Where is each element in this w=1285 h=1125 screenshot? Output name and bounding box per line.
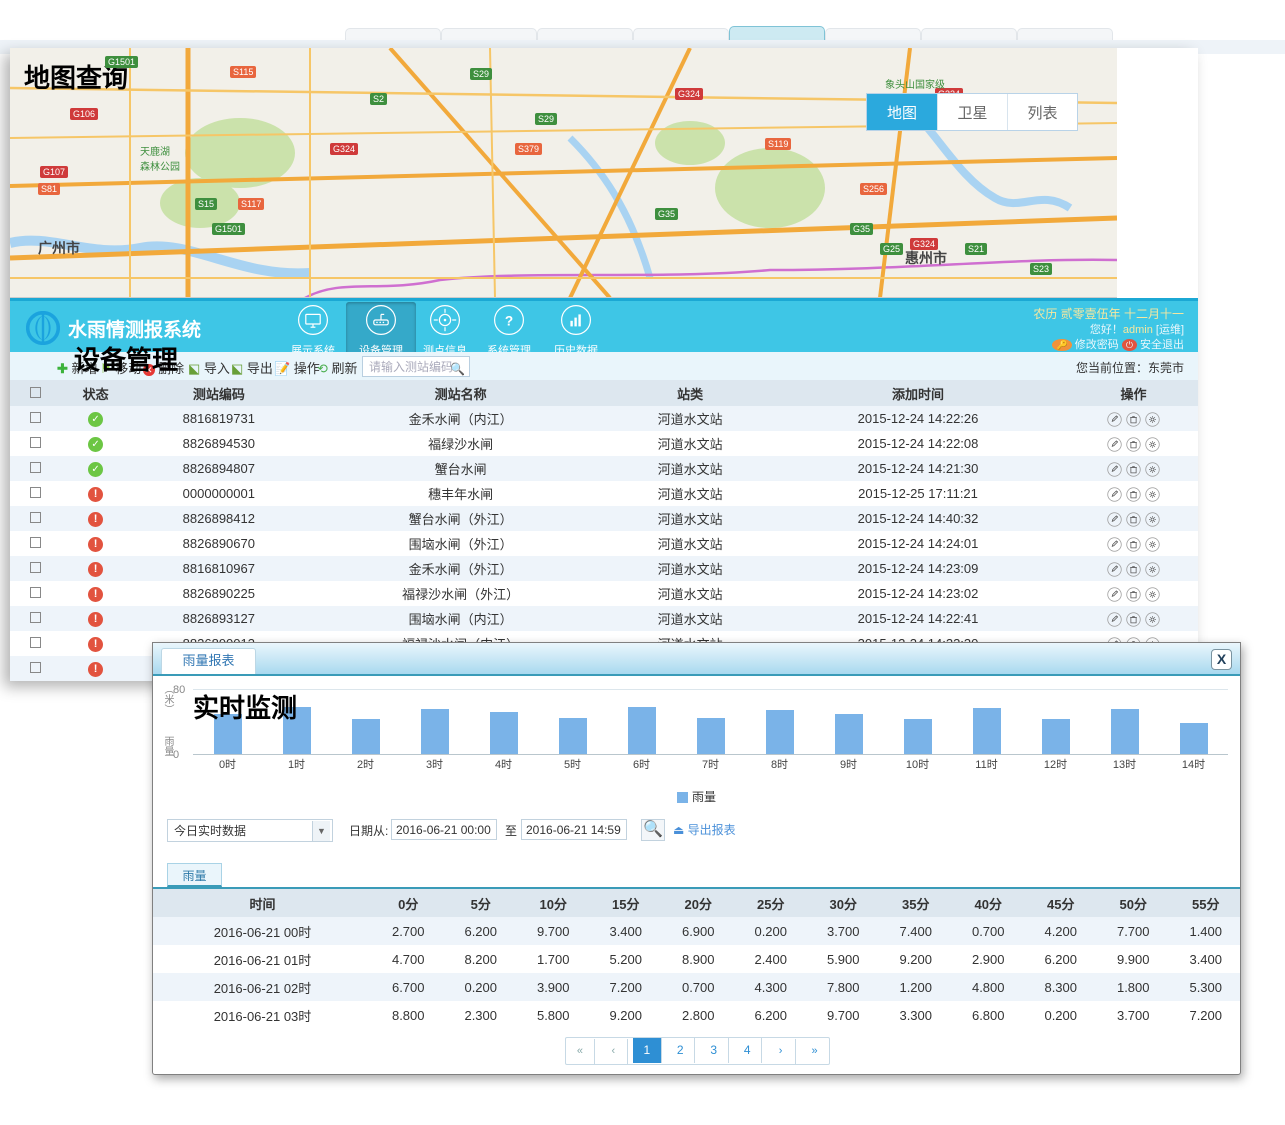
- svg-text:?: ?: [505, 314, 513, 329]
